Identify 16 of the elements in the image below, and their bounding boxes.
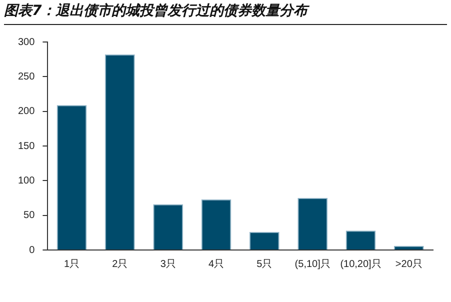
x-tick-label: 4只 [208, 258, 224, 270]
x-tick-label: 1只 [64, 258, 80, 270]
y-tick-label: 250 [18, 71, 36, 82]
x-tick-label: (5,10]只 [294, 258, 330, 270]
x-tick-label: >20只 [395, 258, 422, 270]
y-tick-label: 0 [29, 244, 36, 256]
y-tick-label: 200 [18, 106, 36, 118]
y-tick-label: 100 [18, 175, 36, 186]
x-tick-label: 2只 [112, 258, 128, 270]
x-tick-label: 5只 [256, 258, 272, 270]
y-tick-label: 150 [18, 140, 36, 152]
y-tick-label: 300 [18, 36, 36, 48]
x-tick-label: 3只 [160, 258, 176, 270]
chart-title: 图表7：退出债市的城投曾发行过的债券数量分布 [4, 2, 447, 25]
y-tick-label: 50 [24, 210, 36, 222]
x-tick-label: (10,20]只 [340, 258, 382, 270]
